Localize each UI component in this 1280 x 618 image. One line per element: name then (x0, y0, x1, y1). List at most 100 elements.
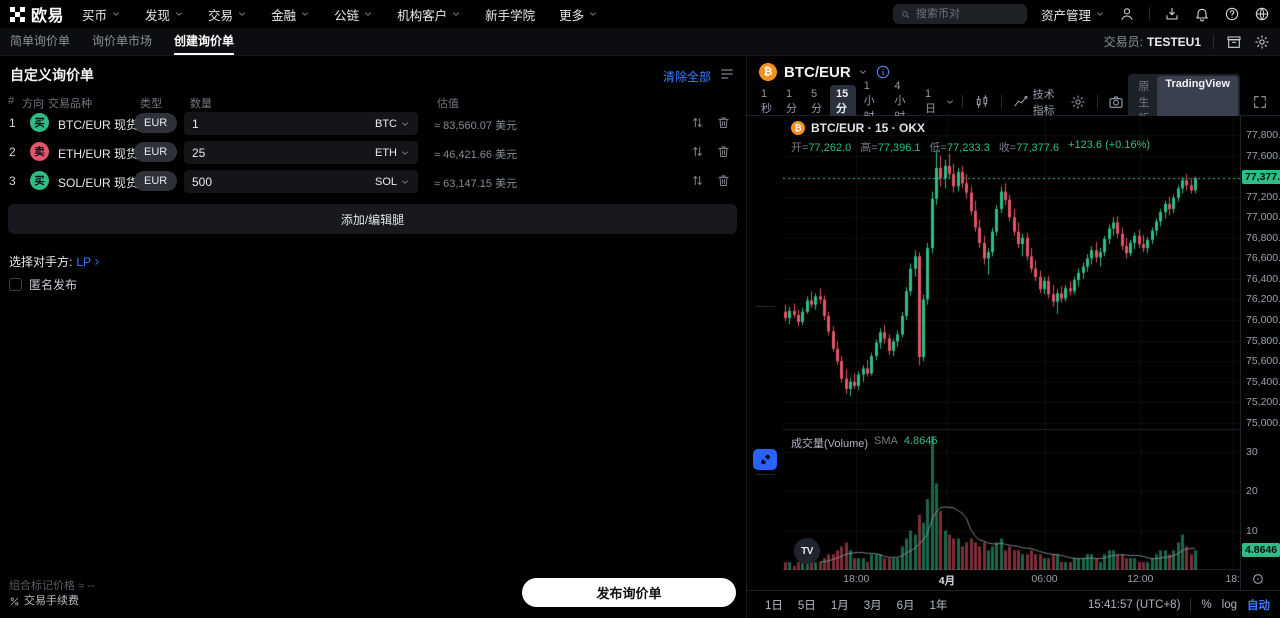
chart-style-button[interactable] (970, 94, 994, 110)
tab-market[interactable]: 询价单市场 (92, 34, 153, 48)
magnet-tool[interactable] (753, 357, 777, 378)
swap-side-button[interactable] (690, 115, 705, 130)
timeframe-15分[interactable]: 15分 (830, 84, 856, 119)
amount-field[interactable]: ETH (184, 141, 418, 164)
type-select[interactable]: EUR (134, 113, 178, 133)
fee-label: 交易手续费 (24, 595, 79, 607)
fullscreen-button[interactable] (1248, 94, 1272, 110)
amount-input[interactable] (192, 145, 375, 160)
range-1年[interactable]: 1年 (929, 599, 948, 612)
leg-list-button[interactable] (719, 66, 735, 82)
clock[interactable]: 15:41:57 (UTC+8) (1088, 598, 1181, 611)
currency-select[interactable]: ETH (375, 147, 410, 159)
nav-item-buy[interactable]: 买币 (82, 5, 121, 24)
leg-pair[interactable]: SOL/EUR 现货 (58, 176, 139, 190)
range-1月[interactable]: 1月 (830, 599, 849, 612)
collapse-toolbar-button[interactable] (753, 567, 777, 588)
range-5日[interactable]: 5日 (797, 599, 816, 612)
currency-select[interactable]: SOL (375, 176, 410, 188)
type-select[interactable]: EUR (134, 171, 178, 191)
timeframe-1秒[interactable]: 1秒 (761, 87, 772, 115)
history-button[interactable] (1226, 34, 1242, 50)
trash-tool[interactable] (753, 479, 777, 500)
timeframe-5分[interactable]: 5分 (811, 87, 822, 115)
emoji-tool[interactable] (753, 281, 777, 302)
instrument-symbol[interactable]: BTC/EUR (784, 63, 851, 81)
chevron-right-icon[interactable] (114, 117, 124, 127)
nav-item-finance[interactable]: 金融 (271, 5, 310, 24)
brush-tool[interactable] (753, 235, 777, 256)
auto-scale-button[interactable]: 自动 (1247, 599, 1270, 612)
snapshot-button[interactable] (1104, 94, 1128, 110)
nav-item-trade[interactable]: 交易 (208, 5, 247, 24)
type-select[interactable]: EUR (134, 142, 178, 162)
okx-logo[interactable]: 欧易 (10, 2, 64, 26)
counterparty-select[interactable]: LP (76, 255, 102, 269)
nav-item-chain[interactable]: 公链 (334, 5, 373, 24)
time-axis[interactable]: 18:00 4月 06:00 12:00 18: (783, 570, 1241, 590)
chevron-right-icon[interactable] (114, 146, 124, 156)
percent-scale-button[interactable]: % (1201, 598, 1212, 611)
delete-leg-button[interactable] (716, 173, 731, 188)
search-input[interactable] (915, 8, 1006, 20)
eye-tool[interactable] (753, 426, 777, 447)
download-button[interactable] (1164, 6, 1180, 22)
notifications-button[interactable] (1194, 6, 1210, 22)
chevron-right-icon[interactable] (114, 175, 124, 185)
tab-create[interactable]: 创建询价单 (174, 28, 235, 55)
chevron-down-icon[interactable] (858, 67, 868, 77)
xabcd-tool[interactable] (753, 189, 777, 210)
price-axis[interactable]: 77,800.077,600.077,400.077,200.077,000.0… (1240, 116, 1280, 590)
nav-item-discover[interactable]: 发现 (145, 5, 184, 24)
crosshair-tool[interactable] (753, 120, 777, 141)
currency-select[interactable]: BTC (375, 118, 410, 130)
forecast-tool[interactable] (753, 212, 777, 233)
timeframe-more-button[interactable] (945, 97, 955, 107)
amount-field[interactable]: BTC (184, 112, 418, 135)
assets-dropdown[interactable]: 资产管理 (1041, 5, 1105, 24)
zoom-in-tool[interactable] (753, 334, 777, 355)
amount-input[interactable] (192, 116, 375, 131)
swap-side-button[interactable] (690, 173, 705, 188)
ohlc-item: 开=77,262.0 (791, 142, 852, 154)
publish-rfq-button[interactable]: 发布询价单 (522, 578, 736, 607)
link-tool[interactable] (753, 449, 777, 470)
add-edit-legs-button[interactable]: 添加/编辑腿 (8, 204, 737, 234)
tab-simple[interactable]: 简单询价单 (10, 34, 71, 48)
pencil-lock-tool[interactable] (753, 380, 777, 401)
search-box[interactable] (892, 4, 1027, 24)
clear-all-link[interactable]: 清除全部 (662, 70, 711, 84)
timeframe-1日[interactable]: 1日 (925, 87, 937, 115)
swap-side-button[interactable] (690, 144, 705, 159)
nav-item-academy[interactable]: 新手学院 (485, 5, 535, 24)
text-tool-tool[interactable] (753, 258, 777, 279)
indicators-button[interactable]: 技术指标 (1009, 86, 1066, 118)
range-1日[interactable]: 1日 (765, 599, 783, 612)
log-scale-button[interactable]: log (1221, 598, 1237, 611)
amount-input[interactable] (192, 174, 375, 189)
range-6月[interactable]: 6月 (896, 599, 915, 612)
candlestick-chart[interactable] (783, 116, 1241, 570)
nav-item-institutional[interactable]: 机构客户 (397, 5, 461, 24)
trend-line-tool[interactable] (753, 143, 777, 164)
delete-leg-button[interactable] (716, 144, 731, 159)
scroll-to-realtime-button[interactable] (1250, 571, 1266, 587)
tradingview-watermark[interactable]: TV (794, 538, 820, 564)
amount-field[interactable]: SOL (184, 170, 418, 193)
language-button[interactable] (1254, 6, 1270, 22)
settings-button[interactable] (1254, 34, 1270, 50)
ruler-tool[interactable] (753, 311, 777, 332)
range-3月[interactable]: 3月 (863, 599, 882, 612)
anonymous-checkbox[interactable] (9, 278, 22, 291)
fib-lines-tool[interactable] (753, 166, 777, 187)
nav-item-more[interactable]: 更多 (559, 5, 598, 24)
delete-leg-button[interactable] (716, 115, 731, 130)
timeframe-1分[interactable]: 1分 (786, 87, 797, 115)
chart-settings-button[interactable] (1066, 94, 1090, 110)
info-icon[interactable] (875, 64, 891, 80)
account-button[interactable] (1119, 6, 1135, 22)
help-button[interactable] (1224, 6, 1240, 22)
lock-tool[interactable] (753, 403, 777, 424)
leg-pair[interactable]: BTC/EUR 现货 (58, 118, 139, 132)
leg-pair[interactable]: ETH/EUR 现货 (58, 147, 139, 161)
